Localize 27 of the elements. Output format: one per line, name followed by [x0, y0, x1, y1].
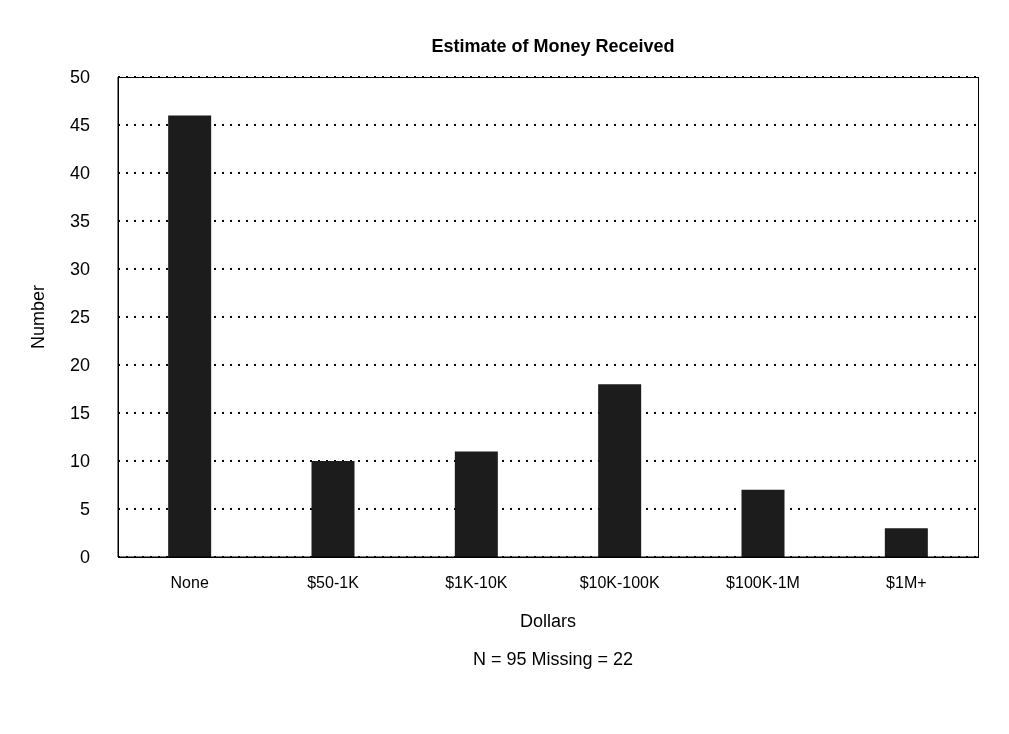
- x-tick-label: $1K-10K: [445, 574, 508, 592]
- y-tick-label: 25: [69, 307, 90, 328]
- y-tick-label: 45: [69, 115, 90, 136]
- x-tick-label: $10K-100K: [579, 574, 661, 592]
- text: N = 95 Missing = 22: [471, 649, 635, 670]
- bar: [741, 489, 785, 557]
- y-tick-label: 0: [79, 547, 90, 568]
- bar: [598, 384, 642, 557]
- y-tick-label: 15: [69, 403, 90, 424]
- y-tick-label: 40: [69, 163, 90, 184]
- y-tick-label: 10: [69, 451, 90, 472]
- x-axis-title: Dollars: [519, 611, 577, 631]
- y-tick-label: 30: [69, 259, 90, 280]
- y-tick-label: 35: [69, 211, 90, 232]
- x-tick-label: $1M+: [886, 574, 927, 592]
- bar: [168, 115, 212, 557]
- bar: [454, 451, 498, 557]
- x-tick-label: $100K-1M: [726, 574, 800, 592]
- y-axis-title: Number: [28, 284, 49, 350]
- bar: [311, 461, 355, 557]
- x-tick-label: None: [170, 574, 209, 592]
- y-tick-label: 20: [69, 355, 90, 376]
- x-tick-label: $50-1K: [307, 574, 360, 592]
- chart-title: Estimate of Money Received: [430, 35, 676, 57]
- y-tick-label: 50: [69, 67, 90, 88]
- y-tick-label: 5: [79, 499, 90, 520]
- bar: [884, 528, 928, 557]
